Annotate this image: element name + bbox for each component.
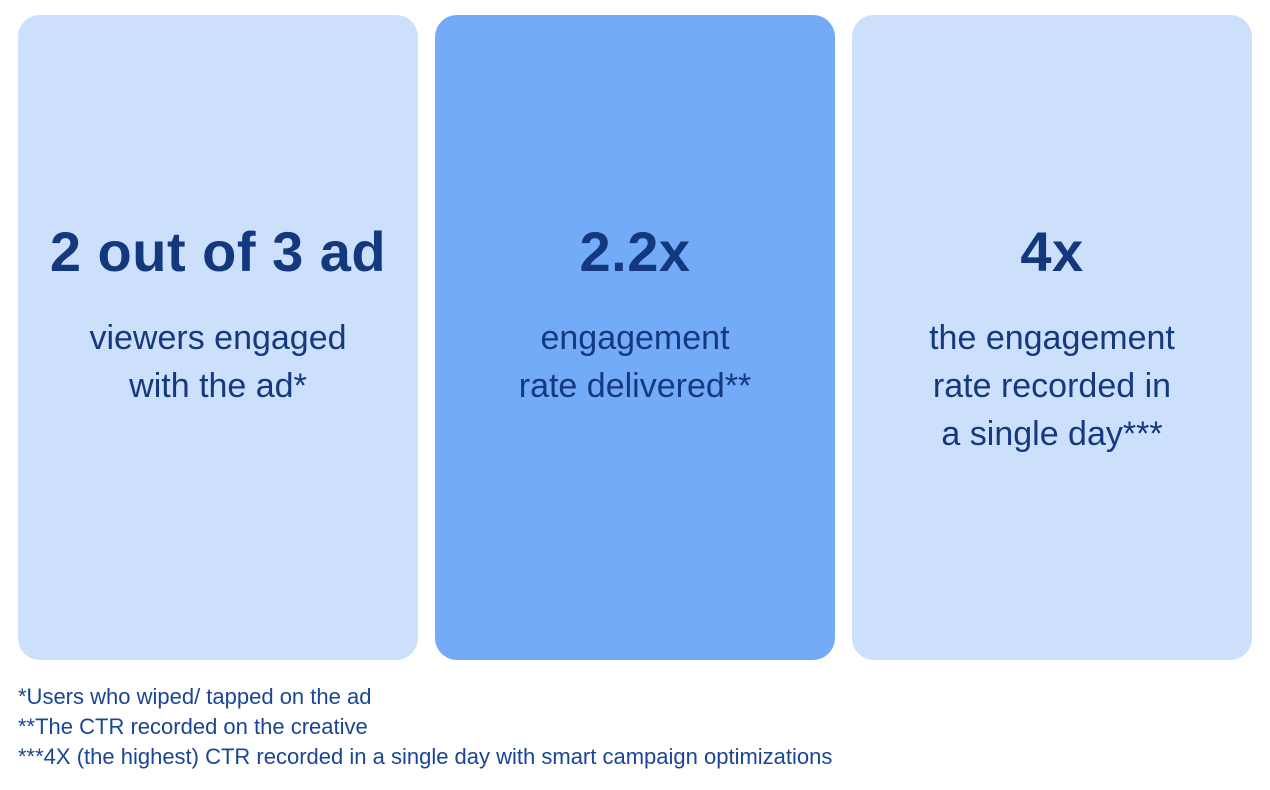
stat-description-line: rate recorded in <box>932 367 1172 406</box>
stat-description-line: viewers engaged <box>89 319 347 358</box>
stat-value: 4x <box>1020 220 1084 283</box>
stat-description-line: rate delivered** <box>518 367 752 406</box>
footnote-wiped-tapped: *Users who wiped/ tapped on the ad <box>18 684 372 709</box>
stat-description: the engagement rate recorded in a single d… <box>866 314 1238 458</box>
footnotes: *Users who wiped/ tapped on the ad **The… <box>18 682 1270 772</box>
stat-description-line: a single day*** <box>941 415 1163 454</box>
stat-card-ad-viewers-engaged: 2 out of 3 ad viewers engaged with the ad… <box>18 15 418 660</box>
footnote-ctr-creative: **The CTR recorded on the creative <box>18 714 368 739</box>
stat-value: 2.2x <box>579 220 691 283</box>
footnote-ctr-single-day: ***4X (the highest) CTR recorded in a si… <box>18 744 833 769</box>
stat-card-engagement-rate-delivered: 2.2x engagement rate delivered** <box>435 15 835 660</box>
stat-description-line: with the ad* <box>129 367 307 406</box>
stat-description: engagement rate delivered** <box>449 314 821 410</box>
stat-description: viewers engaged with the ad* <box>32 314 404 410</box>
stats-panel: 2 out of 3 ad viewers engaged with the ad… <box>18 15 1252 660</box>
stat-description-line: the engagement <box>929 319 1175 358</box>
stat-card-single-day-engagement-rate: 4x the engagement rate recorded in a singl… <box>852 15 1252 660</box>
stat-value: 2 out of 3 ad <box>49 220 387 283</box>
stat-description-line: engagement <box>540 319 730 358</box>
